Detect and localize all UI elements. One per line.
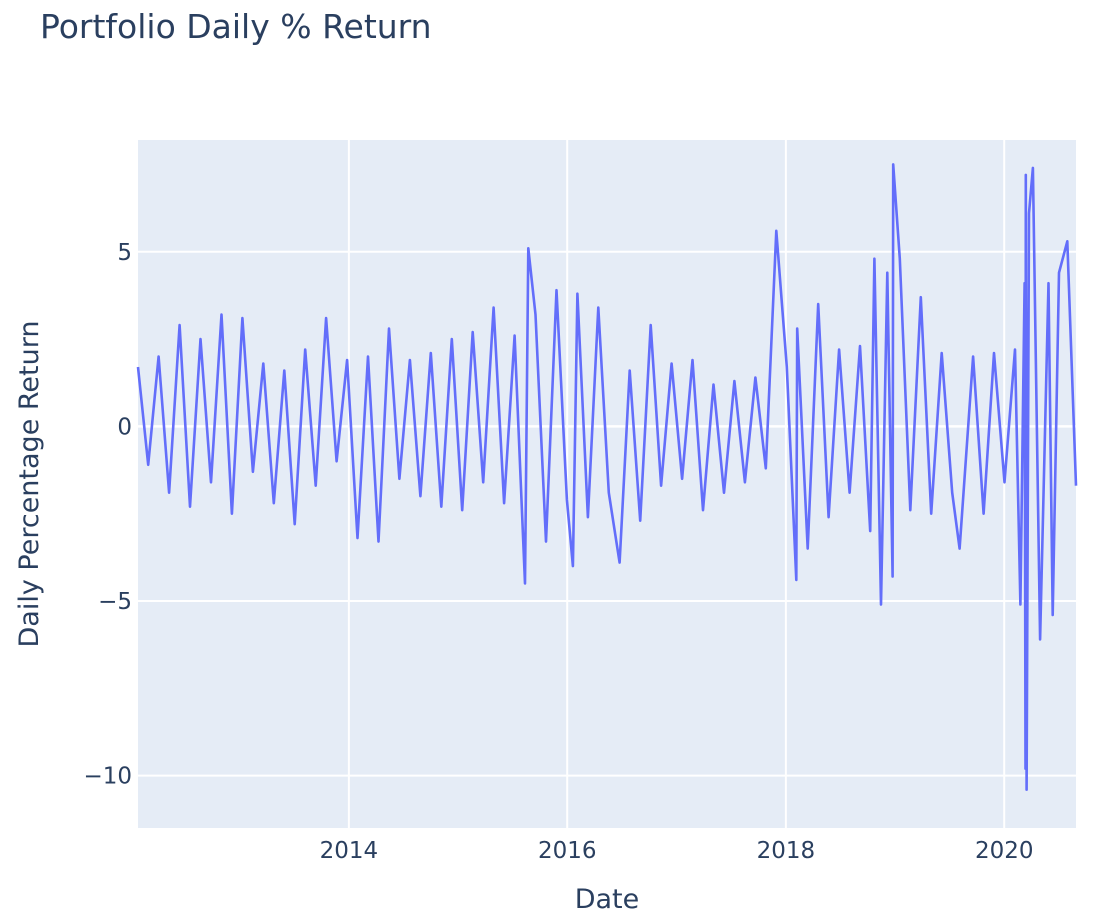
x-tick-label: 2018 <box>757 838 816 864</box>
plot-area <box>138 140 1076 828</box>
y-axis-title: Daily Percentage Return <box>14 321 45 648</box>
x-gridlines <box>347 140 1006 828</box>
y-tick-label: −5 <box>98 589 132 615</box>
y-tick-label: 5 <box>117 240 132 266</box>
x-axis-title: Date <box>575 884 640 915</box>
x-tick-label: 2020 <box>975 838 1034 864</box>
x-axis-ticks: 2014 2016 2018 2020 <box>320 838 1034 864</box>
y-gridlines <box>138 250 1076 777</box>
y-axis-ticks: 5 0 −5 −10 <box>83 240 132 790</box>
y-tick-label: −10 <box>83 764 132 790</box>
x-tick-label: 2014 <box>320 838 379 864</box>
x-tick-label: 2016 <box>538 838 597 864</box>
chart-title: Portfolio Daily % Return <box>40 7 432 46</box>
series-line-portfolio-return <box>136 163 1078 791</box>
y-tick-label: 0 <box>117 414 132 440</box>
